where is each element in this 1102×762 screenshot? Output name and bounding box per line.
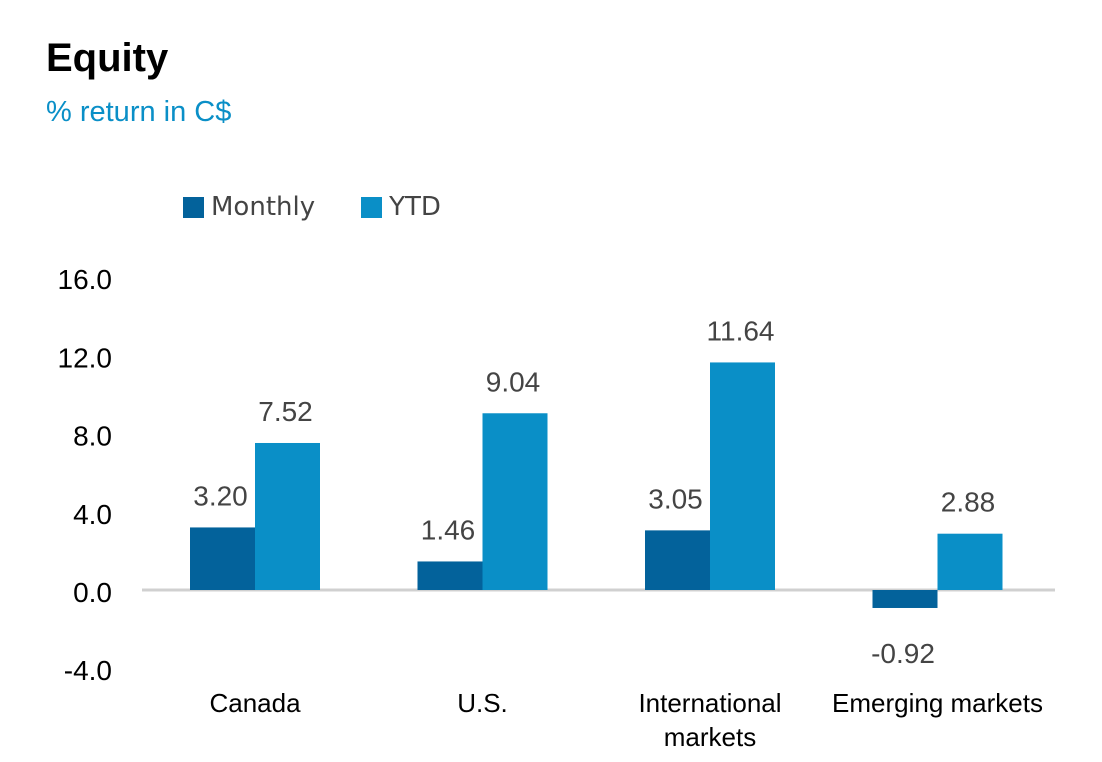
y-tick-label: 4.0 — [73, 499, 112, 530]
data-label: 9.04 — [486, 366, 541, 397]
bar-monthly-3 — [872, 590, 938, 608]
chart-title: Equity — [46, 36, 169, 80]
y-tick-label: 12.0 — [58, 342, 113, 373]
bar-monthly-2 — [645, 530, 710, 590]
bar-ytd-2 — [710, 362, 775, 590]
y-tick-label: 16.0 — [58, 264, 113, 295]
y-tick-label: -4.0 — [64, 655, 112, 686]
y-tick-label: 0.0 — [73, 577, 112, 608]
bar-monthly-1 — [417, 561, 483, 590]
data-label: 3.05 — [648, 483, 703, 514]
bar-ytd-0 — [255, 442, 320, 590]
bar-monthly-0 — [190, 527, 255, 590]
category-label: markets — [664, 722, 756, 752]
data-label: 11.64 — [707, 315, 775, 346]
data-label: 3.20 — [193, 480, 248, 511]
data-label: 1.46 — [421, 514, 476, 545]
data-label: -0.92 — [871, 638, 935, 669]
category-label: Emerging markets — [832, 688, 1043, 718]
category-label: International — [638, 688, 781, 718]
legend-swatch-monthly — [183, 196, 204, 218]
chart-legend: Monthly YTD — [183, 192, 487, 222]
bar-ytd-3 — [937, 533, 1003, 590]
chart-subtitle: % return in C$ — [46, 96, 232, 128]
legend-swatch-ytd — [361, 196, 383, 218]
category-label: Canada — [209, 688, 301, 718]
y-tick-label: 8.0 — [73, 421, 112, 452]
data-label: 7.52 — [258, 396, 313, 427]
legend-label-ytd: YTD — [389, 192, 441, 222]
legend-item-ytd: YTD — [361, 192, 441, 222]
legend-label-monthly: Monthly — [211, 192, 316, 222]
category-label: U.S. — [457, 688, 508, 718]
bar-ytd-1 — [482, 413, 548, 590]
legend-item-monthly: Monthly — [183, 192, 315, 222]
data-label: 2.88 — [941, 487, 996, 518]
